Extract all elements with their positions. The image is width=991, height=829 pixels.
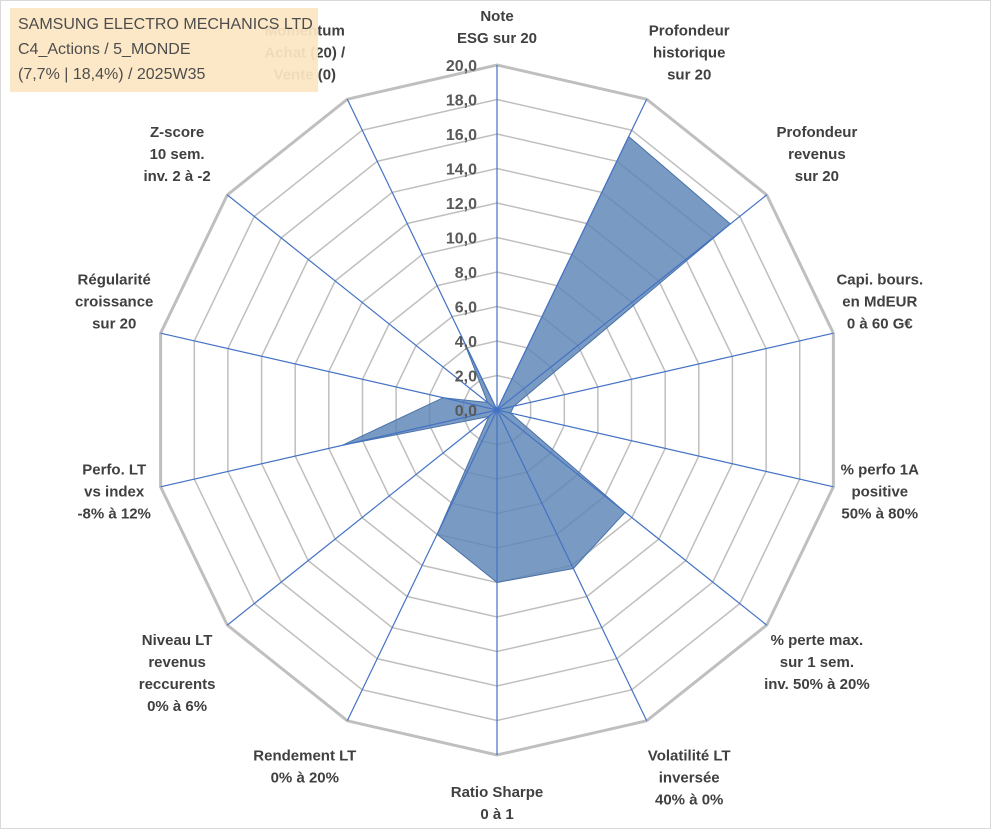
radar-series [342, 135, 732, 584]
tick-label: 20,0 [446, 58, 477, 75]
portfolio-category: C4_Actions / 5_MONDE [18, 41, 191, 58]
axis-spoke [496, 409, 834, 488]
tick-label: 8,0 [455, 265, 477, 282]
axis-label-line: Volatilité LT [648, 748, 731, 765]
axis-label-line: en MdEUR [842, 293, 917, 310]
radar-spokes [160, 65, 834, 755]
axis-spoke [160, 332, 498, 411]
info-box: SAMSUNG ELECTRO MECHANICS LTD C4_Actions… [10, 8, 318, 92]
axis-label-line: Perfo. LT [82, 462, 146, 479]
axis-label-line: Ratio Sharpe [451, 784, 544, 801]
axis-label: Ratio Sharpe 0 à 1 [451, 784, 544, 823]
axis-spoke [346, 409, 498, 722]
axis-label: Profondeur revenus sur 20 [776, 124, 857, 185]
axis-spoke [160, 409, 498, 488]
axis-label-line: Profondeur [649, 22, 730, 39]
axis-label-line: -8% à 12% [78, 506, 151, 523]
axis-spoke [496, 409, 768, 626]
axis-spoke [226, 194, 498, 411]
axis-label-line: 40% à 0% [655, 792, 723, 809]
axis-spoke [496, 98, 648, 411]
axis-label: Perfo. LT vs index -8% à 12% [78, 462, 151, 523]
axis-label-line: % perte max. [771, 632, 864, 649]
axis-label-line: sur 1 sem. [780, 654, 854, 671]
axis-label-line: 0 à 60 G€ [847, 315, 914, 332]
axis-label: % perfo 1A positive 50% à 80% [841, 462, 920, 523]
axis-label: Volatilité LT inversée 40% à 0% [648, 748, 731, 809]
axis-label: Note ESG sur 20 [457, 8, 537, 47]
tick-label: 0,0 [455, 403, 477, 420]
company-name: SAMSUNG ELECTRO MECHANICS LTD [18, 16, 313, 33]
tick-label: 2,0 [455, 369, 477, 386]
axis-label: Régularité croissance sur 20 [75, 271, 153, 332]
axis-label-line: sur 20 [795, 168, 839, 185]
axis-label-line: inv. 2 à -2 [143, 168, 210, 185]
axis-label-line: Régularité [78, 271, 151, 288]
series-area [342, 135, 732, 584]
tick-label: 4,0 [455, 334, 477, 351]
axis-label-line: inv. 50% à 20% [764, 676, 870, 693]
axis-label: Profondeur historique sur 20 [649, 22, 730, 83]
axis-label-line: Capi. bours. [836, 271, 923, 288]
axis-label-line: Note [480, 8, 513, 25]
axis-label-line: Niveau LT [142, 632, 213, 649]
axis-label-line: Rendement LT [253, 748, 356, 765]
axis-label-line: 0% à 20% [271, 770, 339, 787]
performance-week: (7,7% | 18,4%) / 2025W35 [18, 66, 206, 83]
radar-axis-labels: Note ESG sur 20 Profondeur historique sur 20… [75, 8, 923, 823]
axis-spoke [496, 409, 648, 722]
axis-label-line: inversée [659, 770, 720, 787]
axis-label-line: historique [653, 44, 726, 61]
axis-spoke [346, 98, 498, 411]
axis-label: Capi. bours. en MdEUR 0 à 60 G€ [836, 271, 923, 332]
axis-label-line: sur 20 [92, 315, 136, 332]
radar-tick-labels: 0,0 2,0 4,0 6,0 8,0 10,0 12,0 14,0 16,0 18,0 20,0 [446, 58, 477, 420]
axis-label-line: ESG sur 20 [457, 30, 537, 47]
axis-label: Niveau LT revenus reccurents 0% à 6% [139, 632, 216, 715]
axis-label: % perte max. sur 1 sem. inv. 50% à 20% [764, 632, 870, 693]
tick-label: 16,0 [446, 127, 477, 144]
axis-spoke [226, 409, 498, 626]
axis-label-line: vs index [84, 484, 145, 501]
axis-label-line: 50% à 80% [841, 506, 918, 523]
axis-label: Z-score 10 sem. inv. 2 à -2 [143, 124, 210, 185]
axis-label-line: 10 sem. [150, 146, 205, 163]
tick-label: 18,0 [446, 93, 477, 110]
tick-label: 14,0 [446, 162, 477, 179]
axis-spoke [496, 194, 768, 411]
axis-label-line: Profondeur [776, 124, 857, 141]
axis-label-line: croissance [75, 293, 153, 310]
axis-label-line: reccurents [139, 676, 216, 693]
tick-label: 10,0 [446, 231, 477, 248]
axis-label-line: positive [851, 484, 908, 501]
axis-label-line: revenus [148, 654, 206, 671]
axis-label-line: sur 20 [667, 66, 711, 83]
axis-label-line: 0 à 1 [480, 806, 513, 823]
axis-label-line: 0% à 6% [147, 698, 207, 715]
axis-label-line: Z-score [150, 124, 204, 141]
axis-label-line: revenus [788, 146, 846, 163]
tick-label: 12,0 [446, 196, 477, 213]
axis-label-line: % perfo 1A [841, 462, 920, 479]
axis-label: Rendement LT 0% à 20% [253, 748, 356, 787]
axis-spoke [496, 332, 834, 411]
tick-label: 6,0 [455, 300, 477, 317]
